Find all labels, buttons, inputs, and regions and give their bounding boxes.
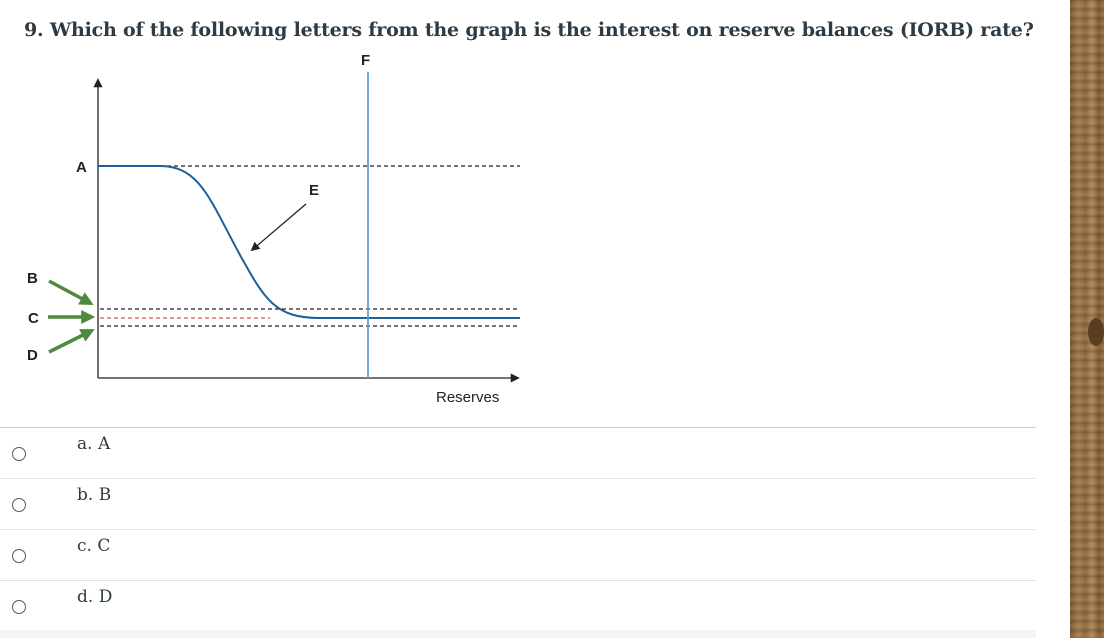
answer-option-c[interactable]: c. C	[0, 530, 1036, 581]
arrow-d	[48, 329, 95, 354]
label-c: C	[28, 310, 39, 327]
answer-label: b. B	[77, 485, 112, 505]
reserve-demand-curve	[98, 165, 520, 319]
arrow-e	[250, 203, 307, 252]
answers-bottom-bar	[0, 630, 1036, 638]
radio-button[interactable]	[12, 549, 26, 563]
answer-list: a. A b. B c. C d. D	[0, 428, 1036, 632]
label-b: B	[27, 270, 38, 287]
answer-label: c. C	[77, 536, 111, 556]
answer-label: d. D	[77, 587, 113, 607]
label-e: E	[309, 182, 319, 199]
reserves-demand-graph: F A E B C D Reserves	[27, 52, 520, 406]
answer-label: a. A	[77, 434, 111, 454]
arrow-b	[48, 279, 94, 305]
radio-button[interactable]	[12, 447, 26, 461]
radio-button[interactable]	[12, 498, 26, 512]
answer-option-a[interactable]: a. A	[0, 428, 1036, 479]
radio-button[interactable]	[12, 600, 26, 614]
label-d: D	[27, 347, 38, 364]
label-a: A	[76, 159, 87, 176]
label-f: F	[361, 52, 370, 69]
x-axis-label: Reserves	[436, 389, 499, 406]
question-title: 9. Which of the following letters from t…	[24, 19, 1034, 41]
answer-option-b[interactable]: b. B	[0, 479, 1036, 530]
answers-top-divider	[0, 427, 1036, 428]
answer-option-d[interactable]: d. D	[0, 581, 1036, 632]
background-wood-knot	[1088, 318, 1104, 346]
